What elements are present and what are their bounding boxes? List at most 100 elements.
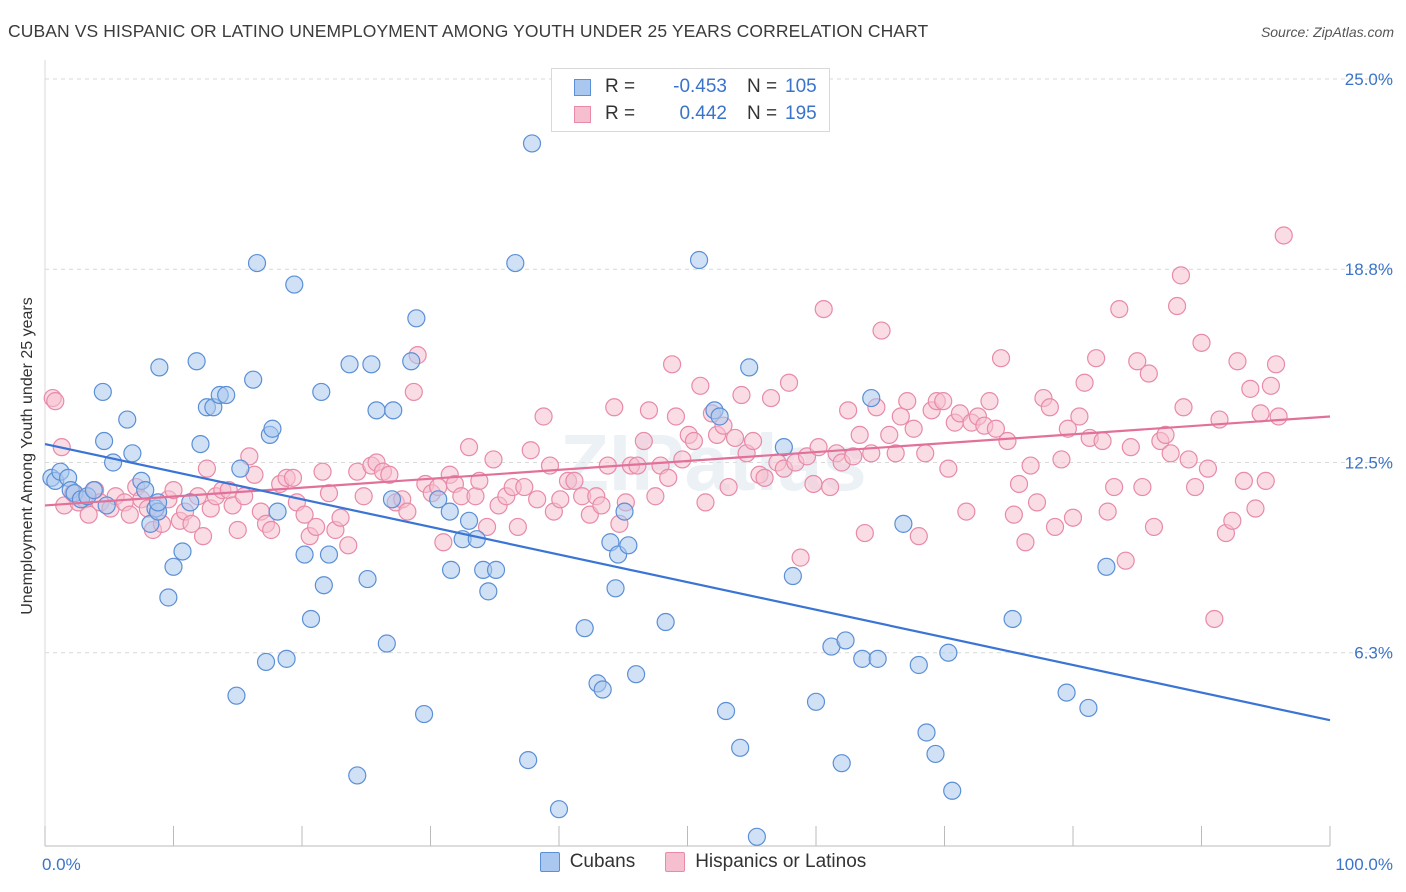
data-point — [991, 349, 1011, 368]
data-point — [998, 431, 1017, 451]
data-point — [348, 766, 367, 785]
data-point — [917, 723, 936, 742]
data-point — [384, 401, 403, 420]
data-point — [719, 477, 738, 497]
data-point — [362, 355, 381, 374]
data-point — [783, 566, 802, 586]
cubans-swatch — [574, 78, 591, 96]
data-point — [380, 465, 399, 484]
data-point — [1058, 419, 1077, 438]
data-point — [740, 358, 759, 377]
data-point — [1121, 438, 1140, 457]
series-legend: Cubans Hispanics or Latinos — [0, 851, 1406, 873]
data-point — [120, 505, 139, 524]
data-point — [761, 388, 781, 408]
data-point — [1110, 300, 1129, 319]
data-point — [1087, 349, 1106, 368]
data-point — [79, 505, 98, 524]
y-tick-label: 25.0% — [1345, 70, 1393, 89]
stats-row-cubans: R = -0.453 N = 105 — [574, 76, 817, 98]
data-point — [95, 431, 114, 451]
x-tick-label: 100.0% — [1335, 855, 1393, 874]
n-value: 105 — [785, 76, 817, 97]
n-value: 195 — [785, 103, 817, 124]
data-point — [136, 481, 155, 500]
data-point — [1093, 431, 1112, 451]
data-point — [684, 431, 704, 451]
data-point — [626, 665, 646, 684]
data-point — [725, 428, 745, 448]
data-point — [575, 619, 594, 638]
data-point — [957, 502, 976, 521]
data-point — [1241, 379, 1260, 398]
y-tick-label: 12.5% — [1345, 454, 1393, 473]
data-point — [934, 392, 953, 411]
data-point — [319, 484, 339, 503]
legend-item-hispanics[interactable]: Hispanics or Latinos — [665, 851, 866, 873]
x-tick-label: 0.0% — [42, 855, 81, 874]
data-point — [1144, 517, 1164, 537]
data-point — [339, 536, 358, 555]
data-point — [639, 401, 659, 420]
axes — [44, 60, 1331, 847]
grid-lines — [45, 78, 1392, 654]
series-hispanics-points — [43, 226, 1293, 629]
data-point — [1185, 477, 1205, 497]
stats-legend: R = -0.453 N = 105 R = 0.442 N = 195 — [551, 68, 830, 132]
hispanics-swatch — [574, 105, 591, 123]
data-point — [1052, 450, 1071, 469]
data-point — [1021, 456, 1040, 475]
data-point — [193, 527, 213, 546]
data-point — [414, 704, 434, 724]
data-point — [939, 643, 958, 662]
data-point — [710, 407, 729, 426]
data-point — [1266, 355, 1286, 374]
data-point — [429, 490, 448, 509]
data-point — [1256, 471, 1275, 491]
data-point — [466, 487, 485, 506]
data-point — [1098, 502, 1117, 521]
data-point — [832, 754, 851, 773]
data-point — [1234, 471, 1254, 491]
data-point — [312, 382, 331, 402]
data-point — [340, 355, 359, 374]
data-point — [256, 652, 276, 672]
data-point — [164, 557, 183, 576]
legend-label: Hispanics or Latinos — [695, 851, 867, 872]
data-point — [880, 425, 899, 444]
data-point — [244, 370, 263, 389]
data-point — [46, 392, 65, 411]
data-point — [440, 502, 459, 521]
data-point — [844, 447, 863, 466]
data-point — [619, 536, 638, 555]
data-point — [615, 502, 634, 521]
data-point — [1174, 398, 1193, 417]
data-point — [1133, 477, 1152, 497]
data-point — [197, 459, 217, 478]
data-point — [821, 477, 840, 497]
tick-labels: 6.3% 12.5% 18.8% 25.0% 0.0% 100.0% — [42, 70, 1393, 874]
data-point — [1063, 508, 1083, 527]
data-point — [1198, 459, 1218, 478]
r-label: R = — [605, 76, 636, 97]
data-point — [506, 253, 525, 273]
data-point — [1167, 296, 1187, 316]
data-point — [1045, 517, 1065, 537]
data-point — [84, 481, 103, 500]
data-point — [301, 609, 321, 629]
data-point — [515, 477, 534, 497]
data-point — [1261, 376, 1280, 395]
data-point — [791, 548, 810, 567]
data-point — [477, 517, 497, 537]
data-point — [853, 649, 872, 668]
data-point — [774, 438, 793, 457]
data-point — [1156, 425, 1175, 444]
data-point — [367, 401, 386, 420]
data-point — [434, 533, 453, 552]
data-point — [891, 407, 910, 426]
data-point — [696, 493, 715, 512]
legend-item-cubans[interactable]: Cubans — [539, 851, 635, 873]
data-point — [164, 481, 183, 500]
data-point — [868, 649, 887, 668]
r-value: 0.442 — [679, 103, 727, 124]
